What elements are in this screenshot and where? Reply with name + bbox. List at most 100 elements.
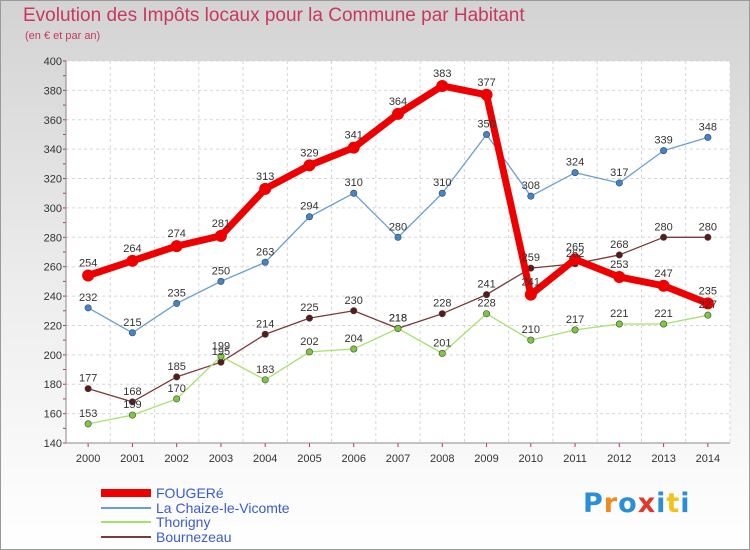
- data-point: [347, 141, 360, 154]
- data-point: [438, 189, 446, 197]
- data-label: 204: [345, 333, 363, 345]
- data-point: [438, 310, 446, 318]
- data-point: [350, 307, 358, 315]
- data-label: 280: [389, 221, 407, 233]
- data-labels: 177 168 185 195 214 225 230 218 228 241 259 262 268 2…: [79, 68, 717, 420]
- data-point: [261, 258, 269, 266]
- y-tick-label: 240: [44, 291, 62, 303]
- data-label: 221: [654, 308, 672, 320]
- y-tick-label: 380: [44, 85, 62, 97]
- proxiti-logo: Proxiti: [583, 488, 691, 519]
- data-label: 247: [654, 268, 672, 280]
- data-point: [303, 159, 316, 172]
- data-point: [571, 169, 579, 177]
- data-label: 241: [522, 277, 540, 289]
- data-label: 228: [433, 298, 451, 310]
- data-label: 339: [654, 135, 672, 147]
- legend-label: La Chaize-le-Vicomte: [156, 499, 290, 516]
- data-label: 232: [79, 292, 97, 304]
- data-label: 225: [300, 302, 318, 314]
- x-tick-label: 2007: [386, 453, 410, 465]
- data-label: 263: [256, 246, 274, 258]
- y-tick-label: 340: [44, 144, 62, 156]
- data-point: [704, 133, 712, 141]
- data-label: 235: [699, 285, 717, 297]
- chart-subtitle: (en € et par an): [25, 30, 101, 42]
- x-tick-label: 2009: [474, 453, 498, 465]
- logo-letter: o: [618, 488, 638, 519]
- data-point: [392, 107, 404, 120]
- data-label: 159: [123, 399, 141, 411]
- x-tick-label: 2008: [430, 453, 454, 465]
- data-point: [128, 329, 136, 337]
- legend-label: Thorigny: [156, 514, 211, 530]
- data-point: [217, 352, 225, 360]
- data-point: [613, 270, 626, 283]
- data-point: [170, 240, 183, 253]
- data-label: 383: [433, 68, 451, 80]
- x-tick-label: 2014: [696, 453, 720, 465]
- data-point: [483, 310, 491, 318]
- data-point: [217, 358, 225, 366]
- y-tick-label: 360: [44, 115, 62, 127]
- data-point: [524, 288, 537, 301]
- data-point: [569, 253, 582, 266]
- data-label: 364: [389, 96, 407, 108]
- data-label: 250: [212, 265, 230, 277]
- legend-swatch: [101, 535, 151, 538]
- data-label: 324: [566, 157, 584, 169]
- data-point: [483, 130, 491, 138]
- legend-swatch: [101, 506, 151, 509]
- data-label: 265: [566, 241, 584, 253]
- x-tick-label: 2006: [341, 453, 365, 465]
- data-label: 329: [300, 147, 318, 159]
- data-label: 183: [256, 364, 274, 376]
- data-label: 281: [212, 218, 230, 230]
- axes: 140 160 180 200 220 240 260 280 300 320 340 360 380 4…: [44, 56, 730, 465]
- legend-label: Bournezeau: [156, 528, 232, 545]
- legend-swatch: [101, 489, 151, 497]
- series-lines: [82, 79, 714, 428]
- x-tick-label: 2000: [76, 453, 100, 465]
- data-point: [84, 385, 92, 393]
- x-tick-label: 2010: [519, 453, 543, 465]
- data-point: [480, 88, 493, 101]
- data-point: [305, 314, 313, 322]
- y-tick-label: 260: [44, 262, 62, 274]
- x-tick-label: 2001: [120, 453, 144, 465]
- x-tick-label: 2004: [253, 453, 277, 465]
- x-tick-label: 2011: [563, 453, 587, 465]
- x-tick-label: 2002: [164, 453, 188, 465]
- data-point: [305, 348, 313, 356]
- data-label: 201: [433, 337, 451, 349]
- data-label: 308: [522, 180, 540, 192]
- data-point: [704, 233, 712, 241]
- data-label: 350: [477, 118, 495, 130]
- logo-letter: r: [603, 488, 619, 519]
- data-point: [84, 420, 92, 428]
- data-label: 348: [699, 121, 717, 133]
- data-point: [217, 277, 225, 285]
- y-tick-label: 140: [44, 438, 62, 450]
- data-label: 199: [212, 340, 230, 352]
- data-label: 221: [610, 308, 628, 320]
- data-label: 310: [433, 177, 451, 189]
- data-label: 310: [345, 177, 363, 189]
- data-label: 153: [79, 408, 97, 420]
- data-point: [173, 373, 181, 381]
- data-label: 170: [167, 383, 185, 395]
- data-point: [394, 324, 402, 332]
- data-point: [173, 395, 181, 403]
- data-point: [128, 398, 136, 406]
- data-point: [436, 79, 449, 92]
- data-point: [615, 320, 623, 328]
- data-point: [261, 330, 269, 338]
- legend-swatch: [101, 521, 151, 523]
- data-label: 210: [522, 324, 540, 336]
- y-tick-label: 320: [44, 174, 62, 186]
- data-label: 259: [522, 252, 540, 264]
- x-tick-label: 2013: [651, 453, 675, 465]
- data-label: 202: [300, 336, 318, 348]
- chart-title: Evolution des Impôts locaux pour la Comm…: [23, 5, 525, 26]
- data-label: 294: [300, 201, 318, 213]
